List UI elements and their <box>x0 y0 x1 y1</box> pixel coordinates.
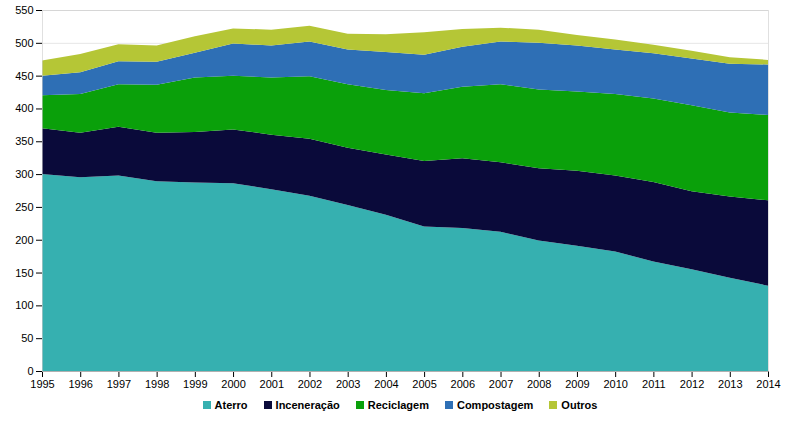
svg-text:300: 300 <box>15 168 33 180</box>
svg-text:1997: 1997 <box>107 378 131 390</box>
svg-text:1996: 1996 <box>68 378 92 390</box>
svg-text:450: 450 <box>15 70 33 82</box>
svg-text:2009: 2009 <box>565 378 589 390</box>
svg-text:2003: 2003 <box>336 378 360 390</box>
svg-text:1998: 1998 <box>145 378 169 390</box>
html-text:Outros: Outros <box>561 399 598 411</box>
svg-text:50: 50 <box>21 332 33 344</box>
html-text:Inceneração: Inceneração <box>275 399 340 411</box>
svg-text:2011: 2011 <box>642 378 666 390</box>
svg-text:1999: 1999 <box>183 378 207 390</box>
svg-text:2013: 2013 <box>718 378 742 390</box>
svg-text:150: 150 <box>15 267 33 279</box>
svg-text:2000: 2000 <box>221 378 245 390</box>
svg-text:500: 500 <box>15 37 33 49</box>
svg-text:2008: 2008 <box>527 378 551 390</box>
svg-text:550: 550 <box>15 4 33 16</box>
svg-text:250: 250 <box>15 201 33 213</box>
html-text:Aterro: Aterro <box>214 399 248 411</box>
svg-text:0: 0 <box>27 365 33 377</box>
svg-text:2001: 2001 <box>260 378 284 390</box>
svg-text:100: 100 <box>15 299 33 311</box>
svg-text:200: 200 <box>15 234 33 246</box>
html-text:Reciclagem: Reciclagem <box>367 399 429 411</box>
svg-text:1995: 1995 <box>30 378 54 390</box>
svg-text:2014: 2014 <box>756 378 780 390</box>
svg-text:2012: 2012 <box>680 378 704 390</box>
html-text:Compostagem: Compostagem <box>457 399 534 411</box>
svg-text:2007: 2007 <box>489 378 513 390</box>
svg-text:2006: 2006 <box>451 378 475 390</box>
svg-text:400: 400 <box>15 102 33 114</box>
svg-text:2010: 2010 <box>603 378 627 390</box>
svg-text:2005: 2005 <box>412 378 436 390</box>
svg-text:2004: 2004 <box>374 378 398 390</box>
svg-text:350: 350 <box>15 135 33 147</box>
svg-text:2002: 2002 <box>298 378 322 390</box>
